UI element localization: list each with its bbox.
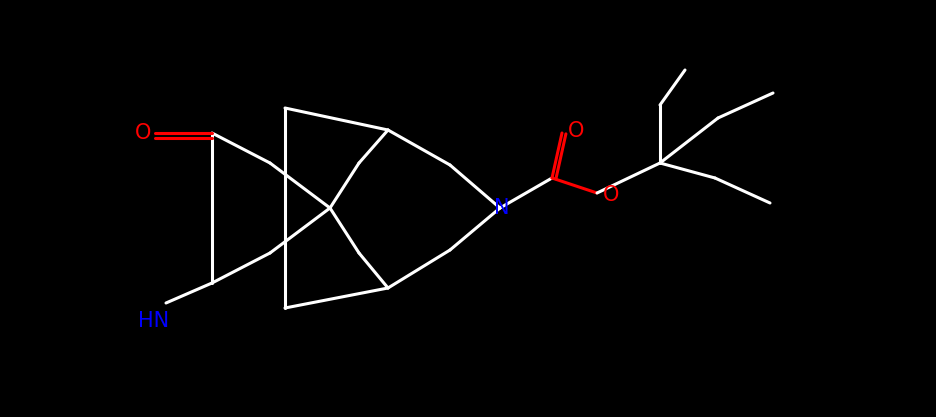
Text: N: N bbox=[494, 198, 510, 218]
Text: HN: HN bbox=[139, 311, 169, 331]
Text: O: O bbox=[568, 121, 584, 141]
Text: O: O bbox=[135, 123, 152, 143]
Text: O: O bbox=[603, 185, 620, 205]
